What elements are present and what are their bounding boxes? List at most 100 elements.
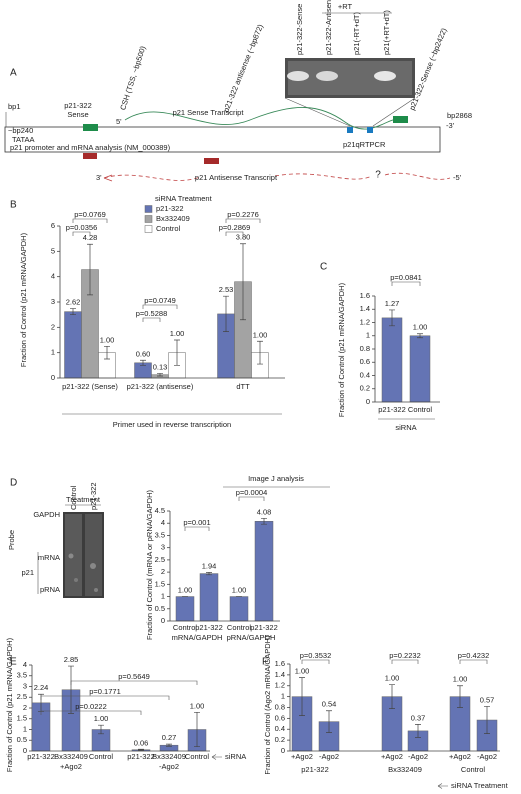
p-value-bracket (40, 695, 170, 700)
p-value-bracket (391, 281, 421, 286)
lane-label: Control (69, 485, 78, 510)
panel-label: B (10, 200, 17, 211)
blot-lane (85, 514, 102, 596)
qrtpcr-label: p21qRTPCR (343, 140, 386, 149)
y-tick-label: 4 (23, 660, 27, 669)
bar (229, 596, 249, 622)
group-label: -Ago2 (159, 762, 179, 771)
p-value-bracket (72, 218, 108, 223)
y-tick-label: 1 (366, 331, 370, 340)
sense-primer-label: p21-322 (64, 101, 92, 110)
bp240-label: ~bp240 (8, 126, 33, 135)
y-tick-label: 3.5 (17, 671, 27, 680)
value-label: 0.54 (322, 700, 337, 709)
y-tick-label: 0.8 (275, 702, 285, 711)
x-tick-label: +Ago2 (449, 752, 471, 761)
x-tick-label: +Ago2 (381, 752, 403, 761)
y-tick-label: 3 (23, 681, 27, 690)
value-label: 1.00 (413, 323, 428, 332)
x-tick-label: Control (185, 752, 210, 761)
y-tick-label: 1.2 (275, 681, 285, 690)
error-bar (157, 373, 163, 377)
y-tick-label: 0 (51, 373, 55, 382)
error-bar (417, 333, 423, 339)
p-value: p=0.1771 (89, 687, 121, 696)
as-five-prime: -5' (453, 173, 462, 182)
p-value: p=0.2869 (219, 223, 251, 232)
p-value-bracket (225, 218, 261, 223)
y-tick-label: 1.4 (275, 670, 285, 679)
question-mark: ? (375, 170, 381, 181)
y-tick-label: 1.6 (360, 291, 370, 300)
error-bar (138, 748, 144, 751)
y-tick-label: 2 (51, 322, 55, 331)
antisense-primer-label: p21-322 antisense (~bp872) (221, 22, 265, 113)
error-bar (194, 711, 200, 748)
error-bar (104, 345, 110, 360)
x-tick-label: Control (173, 623, 198, 632)
error-bar (140, 359, 146, 366)
p-value-bracket (40, 710, 142, 715)
x-axis-label: Primer used in reverse transcription (113, 420, 231, 429)
error-bar (389, 684, 395, 709)
y-tick-label: 2.5 (155, 555, 165, 564)
legend-label: Bx332409 (156, 214, 190, 223)
connector (372, 97, 416, 127)
panel-label: D (10, 478, 17, 489)
prna-label: pRNA (40, 585, 60, 594)
value-label: 4.28 (83, 233, 98, 242)
value-label: 0.13 (153, 362, 168, 371)
x-tick-label: -Ago2 (477, 752, 497, 761)
value-label: 1.00 (94, 714, 109, 723)
value-label: 1.00 (453, 675, 468, 684)
bar (254, 521, 274, 622)
error-bar (87, 243, 93, 296)
p-value: p=0.3532 (300, 651, 332, 660)
y-axis-label: Fraction of Control (p21 mRNA/GAPDH) (337, 282, 346, 417)
end-label: bp2868 (447, 111, 472, 120)
value-label: 1.00 (295, 667, 310, 676)
value-label: 1.00 (170, 329, 185, 338)
value-label: 0.37 (411, 713, 426, 722)
p-value: p=0.0769 (74, 210, 106, 219)
y-tick-label: 3 (161, 543, 165, 552)
p-value-bracket (184, 526, 210, 531)
error-bar (68, 665, 74, 714)
value-label: 1.00 (253, 330, 268, 339)
p-value-bracket (72, 231, 91, 236)
y-tick-label: 0.5 (17, 735, 27, 744)
error-bar (240, 243, 246, 321)
y-tick-label: 0.4 (360, 370, 370, 379)
y-tick-label: 2 (23, 703, 27, 712)
y-tick-label: 1 (23, 724, 27, 733)
group-label: +Ago2 (60, 762, 82, 771)
rt-label: +RT (338, 2, 353, 11)
blot-spot (90, 563, 96, 569)
y-tick-label: 4 (161, 518, 165, 527)
y-tick-label: 1.2 (360, 317, 370, 326)
bar (199, 573, 219, 622)
y-tick-label: 0 (161, 616, 165, 625)
gel-lane-label: p21-322-Sense (295, 4, 304, 55)
error-bar (457, 685, 463, 708)
x-tick-label: -Ago2 (319, 752, 339, 761)
legend-label: p21-322 (156, 204, 184, 213)
blot-spot (74, 578, 78, 582)
x-tick-label: Control (408, 405, 433, 414)
value-label: 0.60 (136, 349, 151, 358)
error-bar (484, 706, 490, 734)
value-label: 1.00 (385, 674, 400, 683)
bar (64, 311, 82, 379)
y-tick-label: 0.2 (360, 384, 370, 393)
error-bar (299, 677, 305, 717)
group-label: Bx332409 (388, 765, 422, 774)
sense-transcript-label: p21 Sense Transcript (173, 108, 245, 117)
error-bar (206, 572, 212, 576)
p-value: p=0.4232 (458, 651, 490, 660)
value-label: 1.00 (100, 335, 115, 344)
x-tick-label: Bx332409 (152, 752, 186, 761)
x-tick-label: Control (227, 623, 252, 632)
x-tick-label: p21-322 (195, 623, 223, 632)
